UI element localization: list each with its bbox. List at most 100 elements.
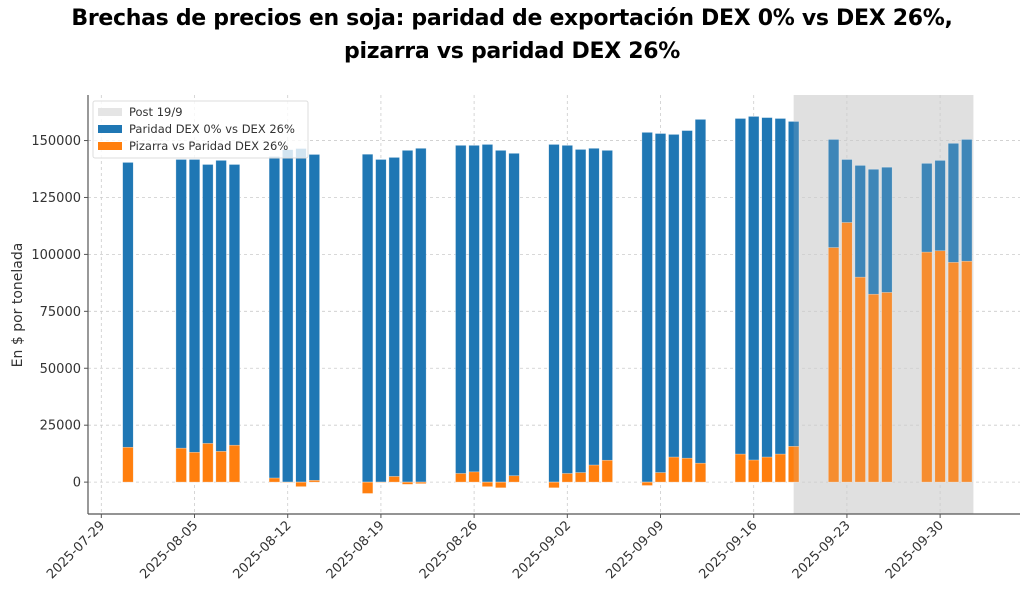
legend-swatch — [98, 125, 122, 133]
chart-title-line-2: pizarra vs paridad DEX 26% — [344, 39, 680, 64]
bar-pizarra-vs-paridad[interactable] — [228, 444, 241, 483]
bar-pizarra-vs-paridad[interactable] — [961, 260, 973, 483]
bar-paridad-dex[interactable] — [601, 150, 613, 483]
bar-paridad-dex[interactable] — [495, 150, 507, 483]
bar-pizarra-vs-paridad[interactable] — [668, 456, 680, 483]
bar-paridad-dex[interactable] — [455, 145, 467, 483]
bar-paridad-dex[interactable] — [575, 149, 587, 483]
bar-pizarra-vs-paridad[interactable] — [734, 453, 747, 483]
bar-paridad-dex[interactable] — [175, 159, 187, 483]
bar-paridad-dex[interactable] — [308, 154, 320, 483]
x-tick-label: 2025-08-19 — [324, 518, 388, 582]
bar-pizarra-vs-paridad[interactable] — [881, 292, 893, 483]
bar-pizarra-vs-paridad[interactable] — [388, 476, 400, 483]
bar-paridad-dex[interactable] — [388, 157, 400, 483]
bar-pizarra-vs-paridad[interactable] — [827, 247, 840, 483]
bar-pizarra-vs-paridad[interactable] — [202, 443, 214, 483]
bar-paridad-dex[interactable] — [561, 145, 573, 483]
bar-pizarra-vs-paridad[interactable] — [268, 477, 281, 483]
legend-label: Post 19/9 — [129, 105, 183, 119]
bar-pizarra-vs-paridad[interactable] — [854, 276, 866, 483]
bar-paridad-dex[interactable] — [202, 164, 214, 483]
bar-pizarra-vs-paridad[interactable] — [947, 262, 960, 483]
x-tick-label: 2025-09-23 — [790, 518, 854, 582]
bar-paridad-dex[interactable] — [748, 116, 760, 483]
bar-paridad-dex[interactable] — [654, 133, 667, 483]
bar-pizarra-vs-paridad[interactable] — [641, 481, 653, 486]
bar-pizarra-vs-paridad[interactable] — [401, 481, 414, 485]
y-tick-label: 150000 — [31, 134, 81, 149]
bar-paridad-dex[interactable] — [694, 119, 707, 483]
bar-paridad-dex[interactable] — [761, 117, 773, 483]
y-tick-label: 0 — [73, 476, 81, 491]
bar-paridad-dex[interactable] — [268, 156, 281, 483]
bar-paridad-dex[interactable] — [401, 150, 414, 483]
bar-pizarra-vs-paridad[interactable] — [788, 446, 800, 483]
x-tick-label: 2025-07-29 — [44, 518, 108, 582]
bar-pizarra-vs-paridad[interactable] — [375, 481, 387, 483]
bar-pizarra-vs-paridad[interactable] — [282, 481, 294, 483]
bar-pizarra-vs-paridad[interactable] — [761, 456, 773, 483]
bar-pizarra-vs-paridad[interactable] — [694, 462, 707, 483]
x-tick-label: 2025-08-05 — [137, 518, 201, 582]
bar-paridad-dex[interactable] — [468, 145, 480, 483]
bar-pizarra-vs-paridad[interactable] — [575, 472, 587, 483]
bar-paridad-dex[interactable] — [734, 118, 747, 483]
bar-paridad-dex[interactable] — [361, 153, 374, 483]
bar-pizarra-vs-paridad[interactable] — [481, 481, 494, 487]
bar-paridad-dex[interactable] — [122, 162, 134, 483]
bar-pizarra-vs-paridad[interactable] — [508, 475, 520, 483]
bar-pizarra-vs-paridad[interactable] — [561, 473, 573, 483]
bar-paridad-dex[interactable] — [188, 159, 201, 483]
bar-pizarra-vs-paridad[interactable] — [361, 481, 374, 494]
legend-swatch — [98, 142, 122, 150]
x-tick-label: 2025-09-02 — [510, 518, 574, 582]
y-tick-label: 75000 — [40, 305, 81, 320]
bar-pizarra-vs-paridad[interactable] — [122, 446, 134, 483]
bar-pizarra-vs-paridad[interactable] — [308, 479, 320, 483]
x-tick-label: 2025-08-26 — [417, 518, 481, 582]
shaded-region-overlay — [793, 95, 974, 514]
y-tick-label: 25000 — [40, 419, 81, 434]
bar-pizarra-vs-paridad[interactable] — [295, 481, 307, 487]
bar-paridad-dex[interactable] — [548, 144, 560, 483]
bar-pizarra-vs-paridad[interactable] — [215, 451, 227, 483]
bar-pizarra-vs-paridad[interactable] — [188, 451, 201, 483]
bar-pizarra-vs-paridad[interactable] — [841, 222, 853, 483]
bar-pizarra-vs-paridad[interactable] — [468, 471, 480, 483]
y-axis-label: En $ por tonelada — [10, 243, 26, 368]
bar-pizarra-vs-paridad[interactable] — [601, 459, 613, 483]
bar-paridad-dex[interactable] — [375, 159, 387, 483]
bar-paridad-dex[interactable] — [282, 149, 294, 483]
legend-label: Pizarra vs Paridad DEX 26% — [129, 139, 288, 153]
bar-pizarra-vs-paridad[interactable] — [748, 459, 760, 483]
bar-paridad-dex[interactable] — [668, 134, 680, 483]
bar-pizarra-vs-paridad[interactable] — [774, 453, 786, 483]
bar-pizarra-vs-paridad[interactable] — [548, 481, 560, 489]
bar-pizarra-vs-paridad[interactable] — [681, 457, 693, 483]
bar-paridad-dex[interactable] — [681, 130, 693, 483]
bar-paridad-dex[interactable] — [481, 144, 494, 483]
bar-paridad-dex[interactable] — [228, 164, 241, 483]
bar-pizarra-vs-paridad[interactable] — [921, 251, 933, 483]
y-tick-label: 100000 — [31, 248, 81, 263]
bar-pizarra-vs-paridad[interactable] — [175, 447, 187, 483]
bar-pizarra-vs-paridad[interactable] — [415, 481, 427, 485]
bar-paridad-dex[interactable] — [295, 148, 307, 483]
bar-pizarra-vs-paridad[interactable] — [455, 473, 467, 483]
bar-pizarra-vs-paridad[interactable] — [588, 464, 600, 483]
bar-paridad-dex[interactable] — [641, 132, 653, 483]
bar-paridad-dex[interactable] — [215, 160, 227, 483]
legend-swatch — [98, 108, 122, 116]
bar-paridad-dex[interactable] — [415, 147, 427, 483]
legend-label: Paridad DEX 0% vs DEX 26% — [129, 122, 295, 136]
bar-pizarra-vs-paridad[interactable] — [495, 481, 507, 489]
bar-paridad-dex[interactable] — [508, 152, 520, 483]
bar-paridad-dex[interactable] — [774, 118, 786, 483]
bar-pizarra-vs-paridad[interactable] — [934, 250, 946, 483]
bar-paridad-dex[interactable] — [588, 147, 600, 483]
x-tick-label: 2025-09-16 — [697, 518, 761, 582]
bar-pizarra-vs-paridad[interactable] — [654, 472, 667, 483]
bar-pizarra-vs-paridad[interactable] — [867, 293, 880, 483]
